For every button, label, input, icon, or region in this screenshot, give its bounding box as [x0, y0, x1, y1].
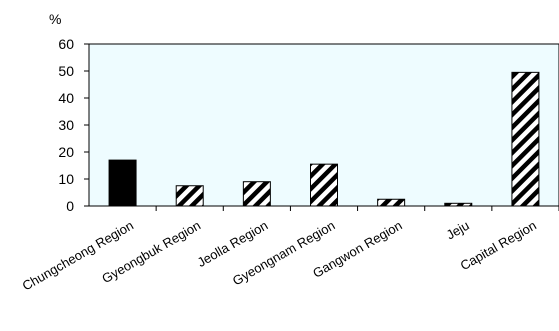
- y-axis-ticks: 0 10 20 30 40 50 60: [58, 36, 89, 214]
- x-tick-label: Jeju: [444, 218, 472, 243]
- bar: [377, 198, 406, 207]
- y-tick-label: 60: [58, 36, 74, 52]
- y-tick-label: 40: [58, 90, 74, 106]
- y-tick-label: 10: [58, 171, 74, 187]
- x-tick-label: Capital Region: [458, 218, 539, 274]
- bar: [175, 185, 204, 207]
- y-tick-label: 30: [58, 117, 74, 133]
- y-axis-unit-label: %: [49, 11, 61, 27]
- bar: [310, 163, 338, 207]
- y-tick-label: 20: [58, 144, 74, 160]
- x-tick-label: Chungcheong Region: [20, 218, 136, 294]
- bar: [108, 159, 137, 207]
- bar: [511, 71, 540, 207]
- bars: [108, 71, 540, 207]
- y-tick-label: 0: [66, 198, 74, 214]
- bar: [242, 181, 271, 207]
- y-tick-label: 50: [58, 63, 74, 79]
